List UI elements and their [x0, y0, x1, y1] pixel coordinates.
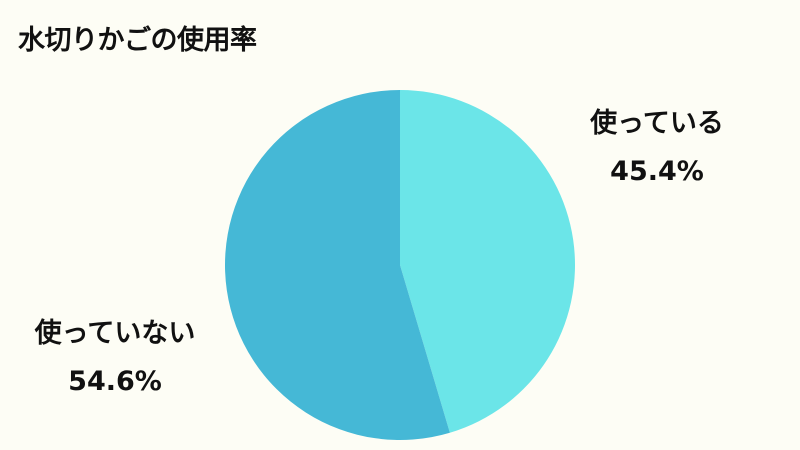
slice-value-label: 45.4%	[610, 156, 704, 187]
slice-category-label: 使っている	[590, 108, 724, 139]
slice-label-not-using: 使っていない 54.6%	[5, 310, 225, 406]
slice-value-label: 54.6%	[68, 366, 162, 397]
pie-slice-0	[400, 90, 575, 433]
chart-title: 水切りかごの使用率	[18, 25, 257, 56]
pie-slice-1	[224, 90, 450, 440]
slice-label-using: 使っている 45.4%	[547, 100, 767, 196]
slice-category-label: 使っていない	[34, 318, 196, 349]
